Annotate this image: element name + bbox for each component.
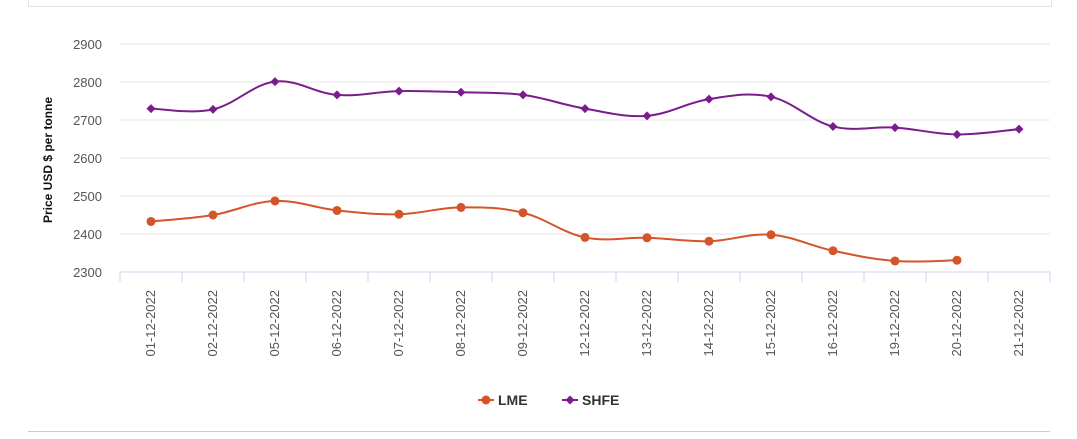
point-shfe-02-12-2022: [208, 104, 218, 114]
point-shfe-07-12-2022: [394, 86, 404, 96]
point-lme-14-12-2022: [704, 236, 714, 246]
x-tick-label-08-12-2022: 08-12-2022: [453, 290, 468, 357]
x-axis: 01-12-2022 02-12-2022 05-12-2022 06-12-2022…: [119, 271, 1051, 357]
point-lme-09-12-2022: [518, 208, 528, 218]
legend-label-shfe: SHFE: [582, 392, 619, 408]
x-tick-label-06-12-2022: 06-12-2022: [329, 290, 344, 357]
x-tick-label-15-12-2022: 15-12-2022: [763, 290, 778, 357]
x-tick-label-19-12-2022: 19-12-2022: [887, 290, 902, 357]
point-shfe-12-12-2022: [580, 104, 590, 114]
x-tick-label-02-12-2022: 02-12-2022: [205, 290, 220, 357]
point-shfe-05-12-2022: [270, 77, 280, 87]
legend-marker-lme: [481, 395, 491, 405]
series-lme: [146, 196, 962, 266]
x-tick-label-09-12-2022: 09-12-2022: [515, 290, 530, 357]
series-group: [146, 77, 1024, 266]
y-tick-label-2300: 2300: [73, 265, 102, 280]
point-lme-16-12-2022: [828, 246, 838, 256]
point-shfe-13-12-2022: [642, 111, 652, 121]
point-lme-08-12-2022: [456, 202, 466, 212]
x-tick-label-21-12-2022: 21-12-2022: [1011, 290, 1026, 357]
point-shfe-20-12-2022: [952, 129, 962, 139]
legend[interactable]: LME SHFE: [478, 392, 619, 408]
point-shfe-16-12-2022: [828, 121, 838, 131]
y-axis-label: Price USD $ per tonne: [41, 97, 55, 223]
y-axis-ticks: 2300 2400 2500 2600 2700 2800 2900: [73, 37, 102, 280]
point-shfe-21-12-2022: [1014, 124, 1024, 134]
series-shfe: [146, 77, 1024, 139]
point-shfe-15-12-2022: [766, 92, 776, 102]
point-lme-20-12-2022: [952, 255, 962, 265]
legend-item-lme[interactable]: LME: [478, 392, 528, 408]
x-tick-label-13-12-2022: 13-12-2022: [639, 290, 654, 357]
y-tick-label-2600: 2600: [73, 151, 102, 166]
point-lme-05-12-2022: [270, 196, 280, 206]
point-shfe-08-12-2022: [456, 87, 466, 97]
y-tick-label-2700: 2700: [73, 113, 102, 128]
x-tick-label-14-12-2022: 14-12-2022: [701, 290, 716, 357]
bottom-divider: [28, 431, 1050, 432]
y-tick-label-2900: 2900: [73, 37, 102, 52]
y-tick-label-2800: 2800: [73, 75, 102, 90]
point-lme-19-12-2022: [890, 256, 900, 266]
point-lme-02-12-2022: [208, 210, 218, 220]
point-lme-06-12-2022: [332, 205, 342, 215]
y-tick-label-2400: 2400: [73, 227, 102, 242]
point-shfe-19-12-2022: [890, 123, 900, 133]
x-tick-label-16-12-2022: 16-12-2022: [825, 290, 840, 357]
point-shfe-01-12-2022: [146, 104, 156, 114]
point-shfe-06-12-2022: [332, 90, 342, 100]
grid-lines: [120, 43, 1050, 235]
x-tick-label-12-12-2022: 12-12-2022: [577, 290, 592, 357]
point-lme-01-12-2022: [146, 216, 156, 226]
point-lme-15-12-2022: [766, 230, 776, 240]
legend-marker-shfe: [565, 395, 575, 405]
y-tick-label-2500: 2500: [73, 189, 102, 204]
x-tick-label-05-12-2022: 05-12-2022: [267, 290, 282, 357]
point-shfe-09-12-2022: [518, 90, 528, 100]
legend-label-lme: LME: [498, 392, 528, 408]
legend-item-shfe[interactable]: SHFE: [562, 392, 619, 408]
x-tick-label-07-12-2022: 07-12-2022: [391, 290, 406, 357]
point-lme-12-12-2022: [580, 232, 590, 242]
x-tick-label-01-12-2022: 01-12-2022: [143, 290, 158, 357]
point-shfe-14-12-2022: [704, 94, 714, 104]
point-lme-13-12-2022: [642, 233, 652, 243]
top-frame: [28, 0, 1052, 7]
x-tick-label-20-12-2022: 20-12-2022: [949, 290, 964, 357]
point-lme-07-12-2022: [394, 209, 404, 219]
